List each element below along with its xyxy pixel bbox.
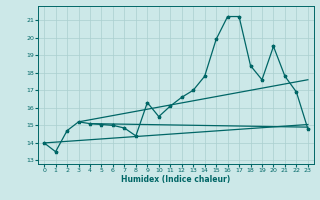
X-axis label: Humidex (Indice chaleur): Humidex (Indice chaleur) — [121, 175, 231, 184]
